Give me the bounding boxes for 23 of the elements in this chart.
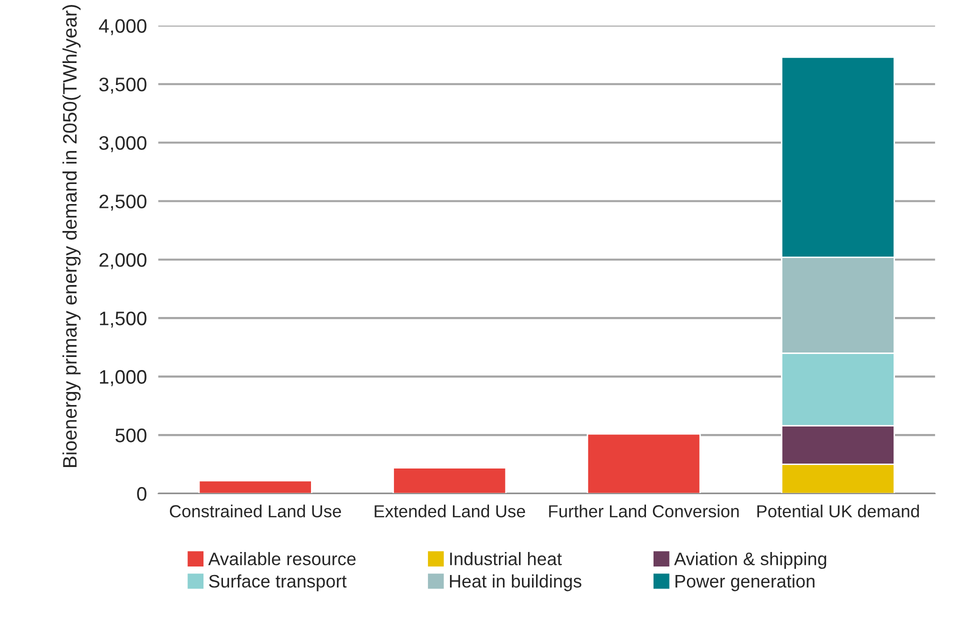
x-tick-label: Extended Land Use xyxy=(374,504,526,518)
legend-label: Heat in buildings xyxy=(450,574,582,592)
bar xyxy=(586,433,701,494)
y-tick-label: 4,000 xyxy=(98,19,146,36)
bar xyxy=(392,467,507,494)
y-tick-label: 2,500 xyxy=(99,194,146,211)
y-tick-label: 2,000 xyxy=(99,253,146,270)
legend-label: Surface transport xyxy=(209,574,347,592)
x-tick-label: Constrained Land Use xyxy=(170,504,341,518)
y-tick-label: 500 xyxy=(116,428,146,442)
y-tick-label: 1,000 xyxy=(100,370,146,386)
x-tick-label: Further Land Conversion xyxy=(549,504,739,518)
y-tick-label: 3,500 xyxy=(99,78,146,94)
y-tick-label: 3,000 xyxy=(99,136,146,152)
legend-label: Aviation & shipping xyxy=(674,552,826,569)
y-tick-label: 0 xyxy=(137,487,146,501)
legend-label: Power generation xyxy=(676,574,814,592)
legend-label: Available resource xyxy=(208,552,356,566)
y-tick-label: 1,500 xyxy=(100,312,146,328)
legend-label: Industrial heat xyxy=(450,552,562,566)
y-axis-title: Bioenergy primary energy demand in 2050(TWh/year) xyxy=(62,5,81,467)
x-tick-label: Potential UK demand xyxy=(757,504,919,518)
bar xyxy=(198,480,312,494)
